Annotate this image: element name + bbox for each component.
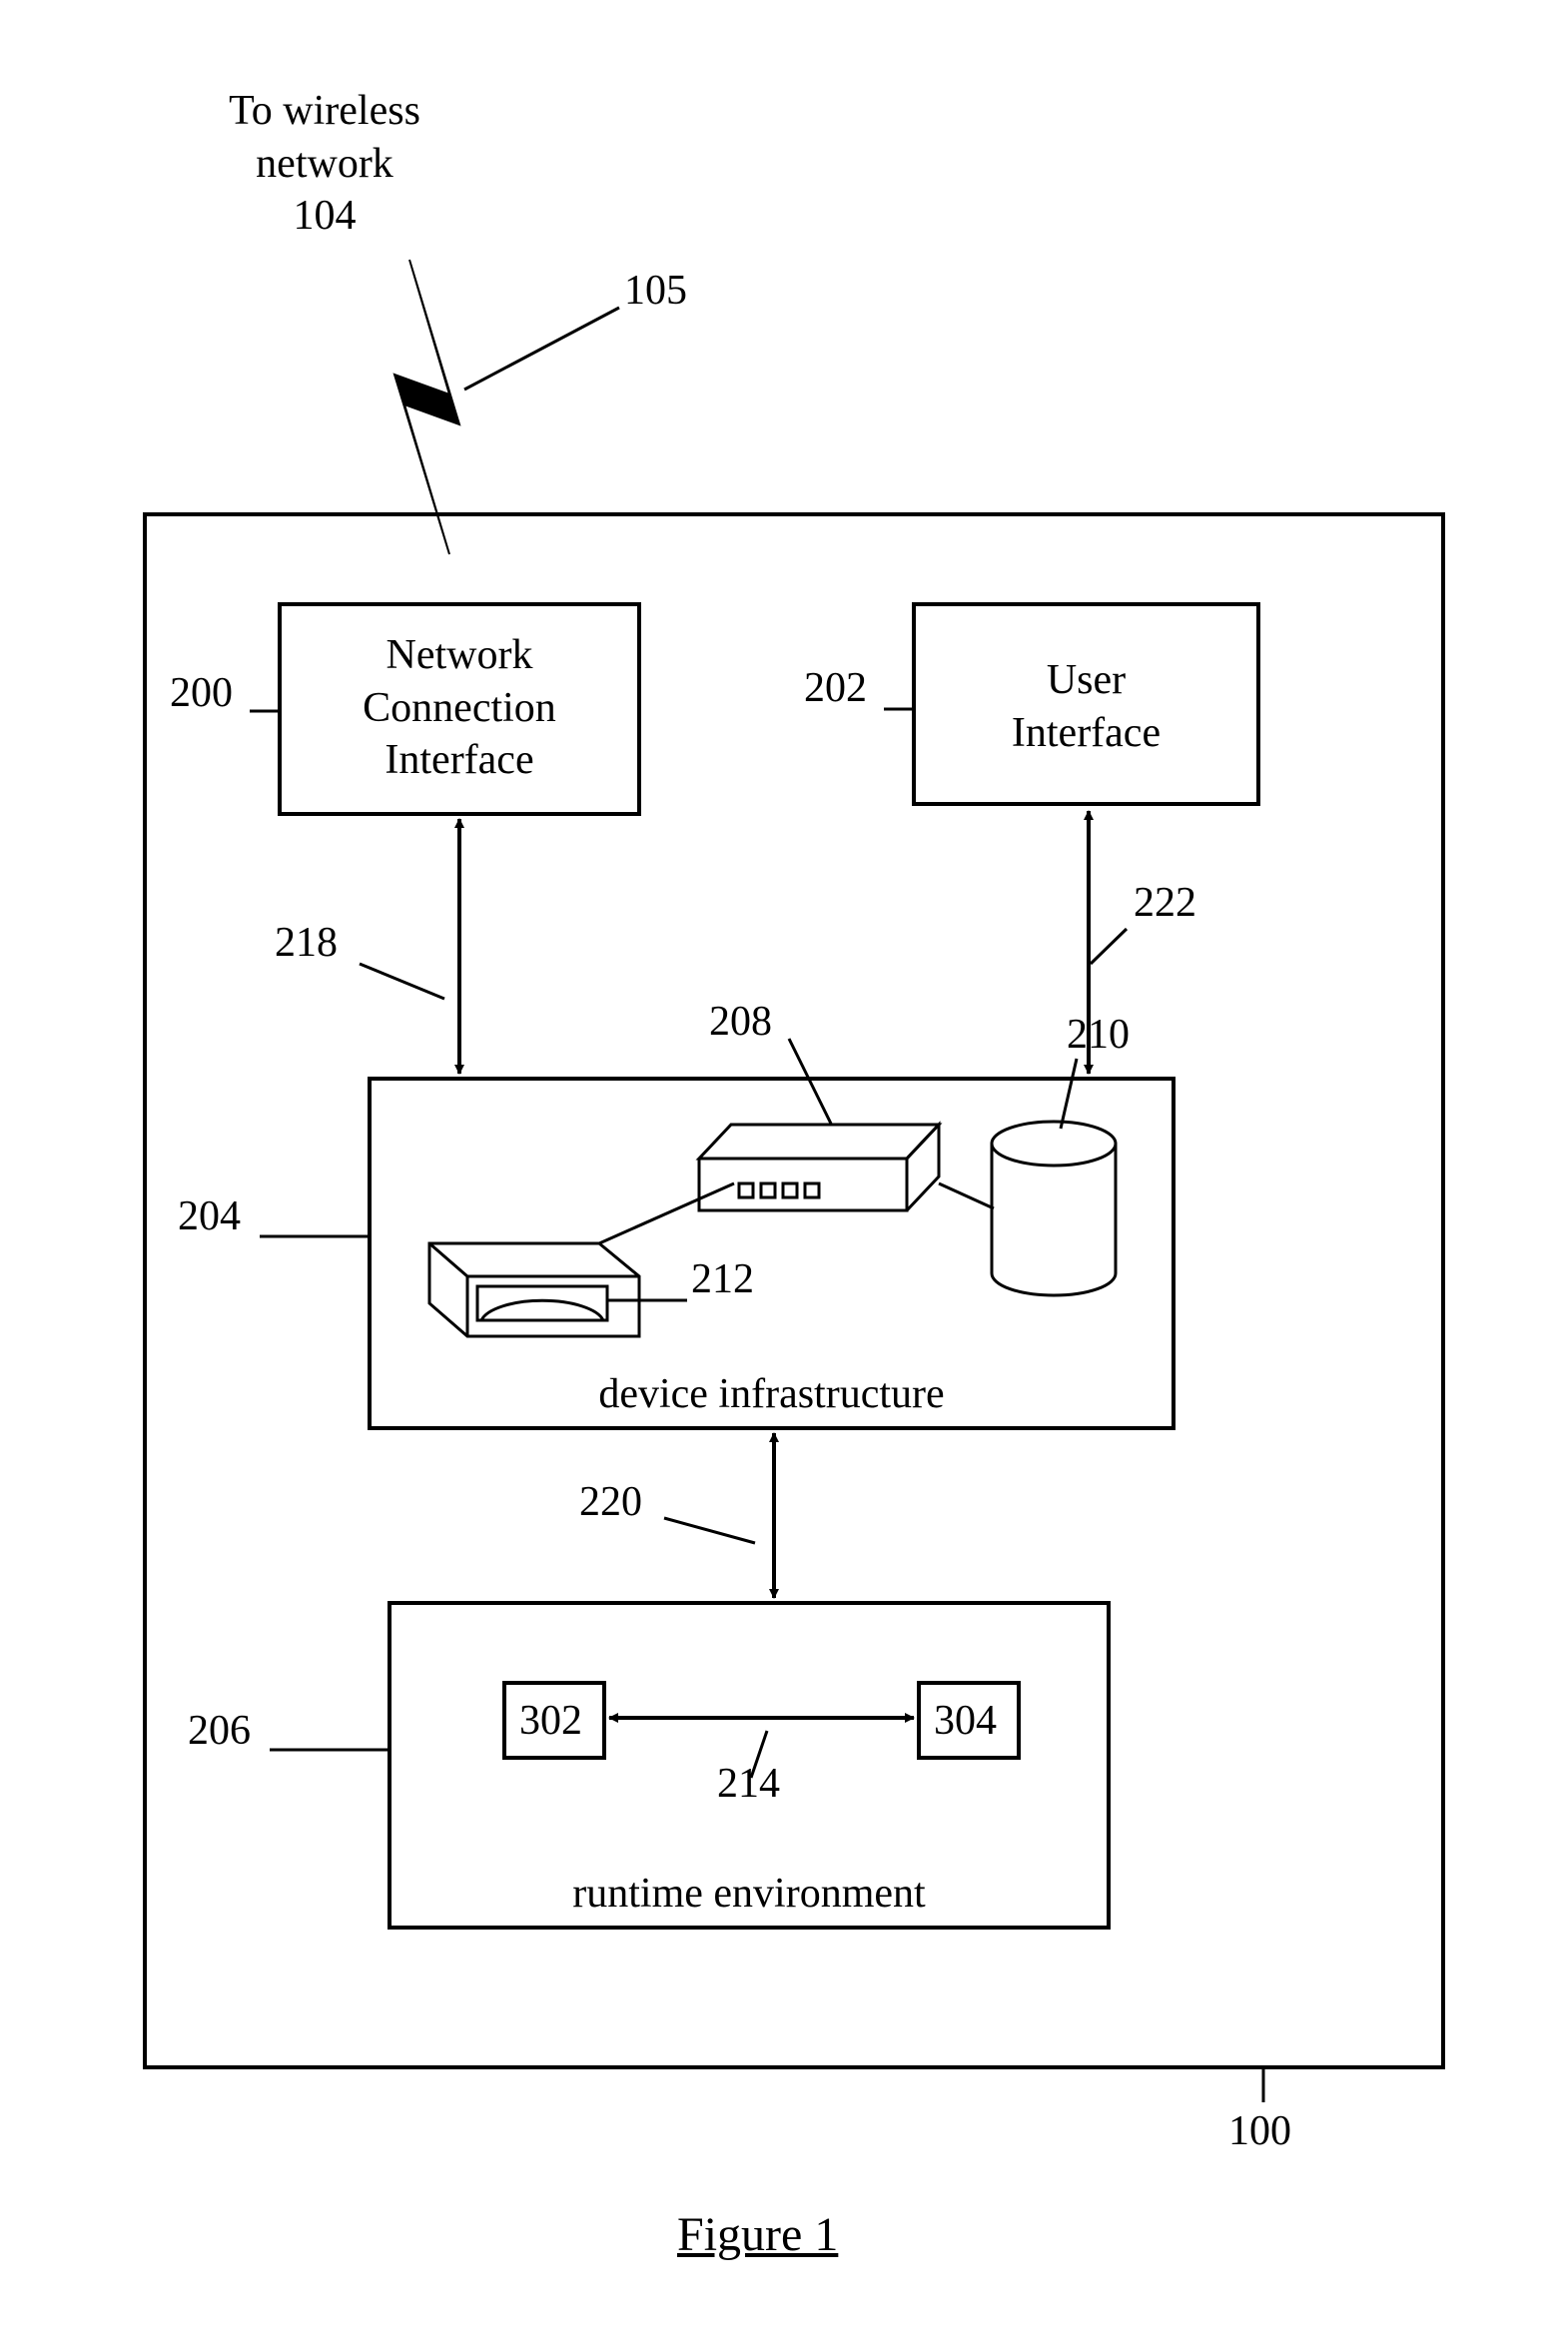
label-302: 302 (519, 1695, 582, 1748)
label-100: 100 (1228, 2105, 1291, 2158)
label-214: 214 (717, 1758, 780, 1811)
router-icon (699, 1125, 939, 1210)
leader-208 (789, 1039, 831, 1124)
label-218: 218 (275, 917, 338, 970)
leader-222 (1091, 929, 1127, 964)
dev-infra-label: device infrastructure (370, 1368, 1174, 1421)
label-212: 212 (691, 1253, 754, 1306)
runtime-label: runtime environment (390, 1868, 1109, 1921)
leader-105 (464, 308, 619, 390)
label-206: 206 (188, 1705, 251, 1758)
label-200: 200 (170, 667, 233, 720)
leader-220 (664, 1518, 755, 1543)
nci-block-label: Network Connection Interface (280, 629, 639, 787)
lightning-icon (394, 260, 459, 554)
label-202: 202 (804, 662, 867, 715)
label-105: 105 (624, 265, 687, 318)
leader-210 (1061, 1059, 1077, 1129)
storage-icon (992, 1122, 1116, 1295)
disc-reader-icon (429, 1243, 639, 1336)
label-208: 208 (709, 996, 772, 1049)
figure-caption: Figure 1 (677, 2207, 838, 2262)
label-222: 222 (1134, 877, 1196, 930)
label-to-wireless: To wireless network 104 (185, 85, 464, 243)
ui-block-label: User Interface (914, 654, 1258, 759)
label-220: 220 (579, 1476, 642, 1529)
figure-svg (0, 0, 1568, 2347)
label-304: 304 (934, 1695, 997, 1748)
leader-218 (360, 964, 444, 999)
label-210: 210 (1067, 1009, 1130, 1062)
label-204: 204 (178, 1190, 241, 1243)
